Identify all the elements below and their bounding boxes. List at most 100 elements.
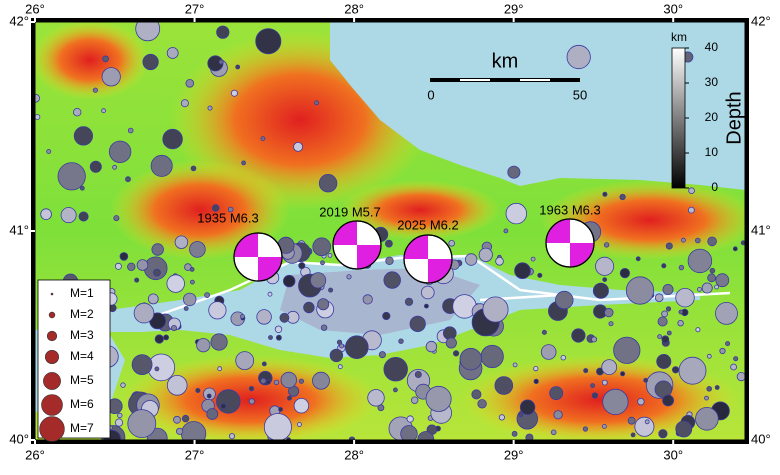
earthquakes: [35, 22, 745, 440]
earthquake: [666, 330, 672, 336]
earthquake: [715, 301, 738, 325]
earthquake: [113, 215, 120, 222]
earthquake: [183, 306, 189, 311]
earthquake: [261, 361, 267, 367]
earthquake: [260, 377, 267, 384]
earthquake: [603, 242, 610, 248]
earthquake: [725, 341, 731, 347]
earthquake: [635, 256, 641, 262]
earthquake: [627, 416, 636, 425]
scale-title: km: [492, 50, 519, 72]
earthquake: [634, 416, 655, 437]
border: [31, 440, 749, 444]
earthquake: [182, 292, 197, 307]
earthquake: [619, 193, 626, 201]
earthquake: [540, 344, 557, 360]
earthquake: [79, 185, 85, 191]
earthquake: [732, 246, 738, 252]
legend-symbol: [46, 330, 58, 342]
earthquake: [602, 388, 629, 415]
earthquake: [151, 243, 164, 256]
earthquake: [72, 107, 82, 117]
earthquake: [452, 350, 460, 357]
earthquake: [602, 277, 608, 283]
earthquake: [602, 191, 608, 197]
earthquake: [503, 228, 509, 234]
earthquake: [317, 298, 330, 311]
earthquake: [637, 398, 645, 406]
earthquake: [268, 335, 273, 340]
earthquake: [189, 279, 195, 285]
earthquake: [519, 399, 536, 415]
earthquake: [228, 433, 236, 440]
earthquake: [162, 128, 183, 150]
earthquake: [320, 324, 328, 331]
earthquake: [283, 274, 296, 288]
earthquake: [173, 415, 181, 424]
earthquake: [196, 338, 211, 353]
earthquake: [150, 154, 173, 177]
earthquake: [601, 379, 608, 386]
earthquake: [117, 412, 123, 419]
earthquake: [218, 59, 224, 65]
earthquake: [675, 288, 695, 308]
earthquake: [256, 309, 272, 325]
earthquake: [119, 252, 129, 261]
legend-symbol: [48, 311, 56, 319]
earthquake: [89, 160, 102, 173]
earthquake: [620, 371, 626, 377]
earthquake: [681, 237, 686, 243]
legend-label: M=4: [70, 349, 94, 363]
earthquake: [445, 337, 457, 349]
earthquake: [662, 394, 674, 407]
earthquake: [108, 140, 132, 164]
earthquake: [227, 206, 234, 213]
lat-label: 42°: [9, 13, 29, 28]
earthquake: [255, 28, 282, 55]
earthquake: [740, 240, 745, 246]
earthquake: [131, 354, 153, 376]
earthquake: [553, 410, 563, 420]
earthquake: [35, 93, 40, 103]
earthquake: [114, 418, 124, 427]
earthquake: [143, 256, 168, 281]
earthquake: [665, 306, 672, 312]
beachball-outline: [332, 220, 382, 270]
earthquake: [665, 242, 673, 250]
earthquake: [211, 204, 220, 212]
earthquake: [656, 353, 672, 369]
earthquake: [706, 353, 712, 359]
earthquake: [678, 309, 684, 315]
earthquake: [514, 262, 531, 280]
earthquake: [327, 252, 333, 258]
earthquake: [511, 430, 518, 437]
earthquake: [273, 379, 280, 386]
earthquake: [688, 206, 695, 214]
earthquake: [235, 64, 241, 70]
earthquake: [235, 351, 255, 371]
lat-label: 40°: [9, 431, 29, 446]
earthquake: [707, 273, 716, 283]
earthquake: [736, 372, 745, 382]
earthquake: [260, 136, 266, 142]
lat-label: 41°: [751, 222, 771, 237]
earthquake: [303, 301, 315, 314]
lat-label: 42°: [751, 13, 771, 28]
earthquake: [697, 286, 702, 292]
earthquake: [153, 268, 161, 277]
depth-label: 0: [711, 180, 718, 194]
earthquake: [560, 355, 566, 361]
earthquake: [248, 385, 255, 392]
depth-bar: km Depth 0 10 20 30 40: [671, 30, 745, 194]
lon-label: 30°: [663, 447, 683, 462]
earthquake: [185, 79, 195, 88]
earthquake: [378, 351, 386, 359]
earthquake: [591, 336, 598, 343]
legend-symbol: [41, 394, 63, 416]
earthquake: [704, 395, 709, 401]
earthquake: [189, 241, 206, 258]
earthquake: [533, 365, 539, 372]
earthquake: [555, 290, 574, 310]
earthquake: [384, 239, 393, 248]
legend: M=1 M=2 M=3 M=4 M=5 M=6 M=7: [37, 279, 111, 442]
